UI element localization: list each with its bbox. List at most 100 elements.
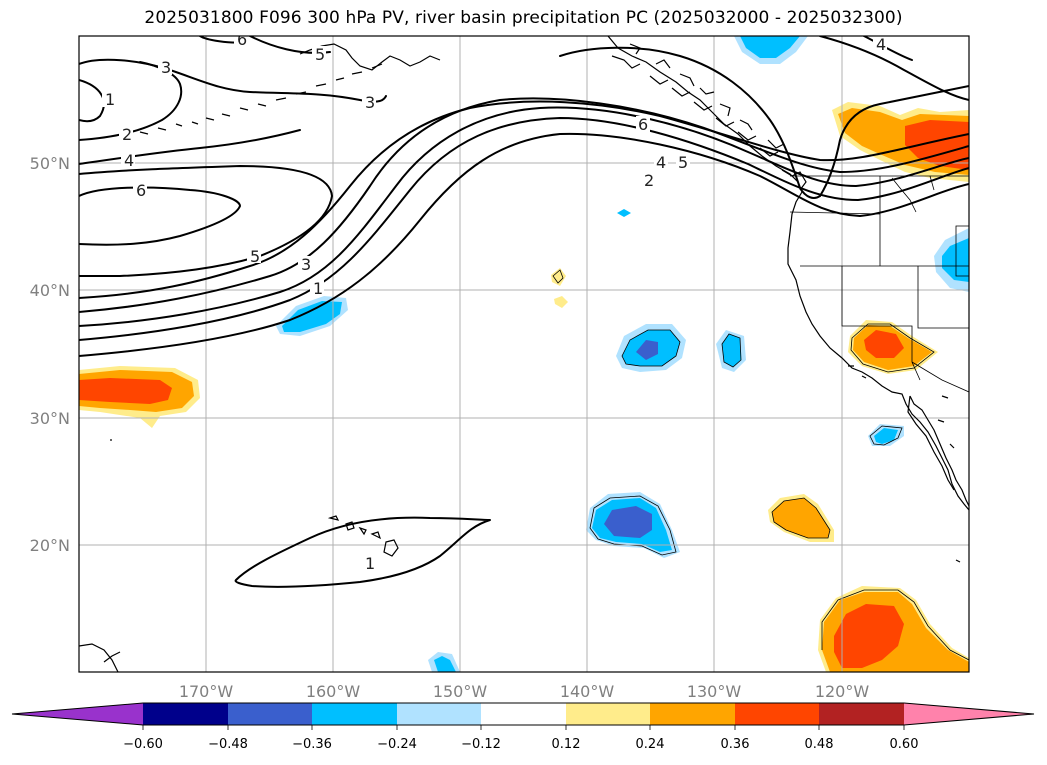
pv-contours — [79, 36, 969, 588]
colorbar-tick-label: −0.60 — [123, 737, 163, 752]
precip-outline — [850, 323, 935, 373]
alaska-peninsula — [299, 43, 441, 71]
map-frame — [78, 35, 970, 673]
contour-label: 5 — [250, 247, 260, 266]
colorbar-bin — [481, 703, 566, 725]
colorbar-tick-label: −0.48 — [208, 737, 248, 752]
precip-negative-region — [434, 656, 456, 672]
contour-label: 1 — [105, 90, 115, 109]
pv-contour-5-center — [79, 165, 333, 277]
precip-outlines — [552, 269, 969, 661]
baja-california-coast — [907, 395, 969, 507]
precip-outline — [821, 589, 969, 661]
pv-contour-5-band — [79, 100, 969, 299]
precip-negative-region — [942, 238, 969, 282]
state-borders — [789, 176, 969, 393]
colorbar-under-arrow — [12, 703, 143, 725]
lon-tick-label: 150°W — [433, 682, 488, 701]
pv-contour-4-right — [819, 36, 969, 101]
coastlines — [79, 36, 969, 672]
precip-negative-region — [604, 506, 652, 538]
pv-contour-1-right — [819, 85, 969, 197]
contour-label: 4 — [656, 153, 666, 172]
contour-label: 1 — [365, 554, 375, 573]
precip-outline — [589, 495, 677, 556]
precip-outline — [552, 269, 564, 284]
precip-negative-region — [874, 428, 898, 444]
latitude-labels: 50°N 40°N 30°N 20°N — [30, 154, 70, 555]
contour-label: 5 — [315, 45, 325, 64]
colorbar-tick-label: 0.36 — [721, 737, 750, 752]
precip-positive-region — [554, 296, 568, 308]
state-borders — [891, 175, 935, 213]
graticule — [79, 36, 969, 672]
map-background — [79, 36, 969, 672]
colorbar-tick-label: 0.24 — [636, 737, 665, 752]
lat-tick-label: 30°N — [30, 409, 70, 428]
colorbar-bin — [312, 703, 397, 725]
precip-negative-region — [722, 334, 741, 367]
pv-contour-6-right — [559, 46, 821, 199]
precip-positive-region — [79, 378, 172, 404]
colorbar-tick-label: 0.48 — [805, 737, 834, 752]
precip-shading — [79, 36, 969, 672]
precip-outline — [721, 333, 742, 368]
colorbar-tick-label: −0.36 — [292, 737, 332, 752]
hawaii-islands — [327, 515, 399, 557]
contour-label: 6 — [237, 30, 247, 49]
north-america-coast — [607, 36, 969, 511]
colorbar-ticks — [142, 725, 905, 730]
colorbar-bin — [143, 703, 228, 725]
contour-label: 4 — [876, 35, 886, 54]
contour-label: 1 — [313, 279, 323, 298]
colorbar-bin — [397, 703, 481, 725]
bc-islands — [611, 55, 807, 191]
pv-contour-2-band — [79, 117, 969, 341]
pv-contour-4-band — [79, 97, 969, 313]
precip-negative-region — [617, 209, 631, 217]
pv-contour-3-band — [79, 106, 969, 327]
lon-tick-label: 170°W — [179, 682, 234, 701]
lon-tick-label: 130°W — [687, 682, 742, 701]
colorbar-over-arrow — [904, 703, 1034, 725]
precip-outline — [621, 329, 681, 367]
precip-negative-region — [282, 301, 342, 332]
precip-positive-region — [905, 120, 969, 170]
longitude-labels: 170°W 160°W 150°W 140°W 130°W 120°W — [179, 682, 870, 701]
contour-label: 5 — [678, 153, 688, 172]
colorbar-bin — [819, 703, 904, 725]
colorbar-tick-label: −0.24 — [377, 737, 417, 752]
mexican-islands — [848, 365, 961, 563]
contour-label: 2 — [122, 125, 132, 144]
colorbar: −0.60 −0.48 −0.36 −0.24 −0.12 0.12 0.24 … — [11, 702, 1035, 752]
contour-labels: 6 3 5 1 3 2 4 6 5 3 1 — [102, 30, 887, 573]
colorbar-tick-label: 0.12 — [552, 737, 581, 752]
pv-contour-4-upper-right — [863, 36, 913, 61]
pv-contour-1-hawaii — [234, 516, 491, 588]
map-panel: 6 3 5 1 3 2 4 6 5 3 1 — [78, 30, 970, 673]
contour-label: 6 — [136, 181, 146, 200]
precip-negative-region — [740, 36, 800, 58]
contour-label: 4 — [124, 151, 134, 170]
colorbar-tick-label: 0.60 — [890, 737, 919, 752]
colorbar-bin — [228, 703, 312, 725]
precip-negative-region — [636, 340, 658, 360]
lon-tick-label: 140°W — [560, 682, 615, 701]
lat-tick-label: 20°N — [30, 536, 70, 555]
colorbar-bin — [650, 703, 735, 725]
lon-tick-label: 160°W — [306, 682, 361, 701]
precip-positive-region — [551, 268, 566, 286]
colorbar-tick-label: −0.12 — [461, 737, 501, 752]
corner-landmass — [79, 643, 121, 672]
contour-label: 3 — [161, 58, 171, 77]
colorbar-bin — [735, 703, 819, 725]
colorbar-bin — [566, 703, 650, 725]
precip-outline — [869, 425, 903, 446]
precip-positive-region — [864, 330, 904, 358]
state-borders — [955, 225, 969, 277]
map-title: 2025031800 F096 300 hPa PV, river basin … — [144, 8, 903, 28]
precip-positive-region — [834, 604, 904, 668]
contour-label: 3 — [365, 93, 375, 112]
pv-contour-4-left — [79, 129, 301, 165]
